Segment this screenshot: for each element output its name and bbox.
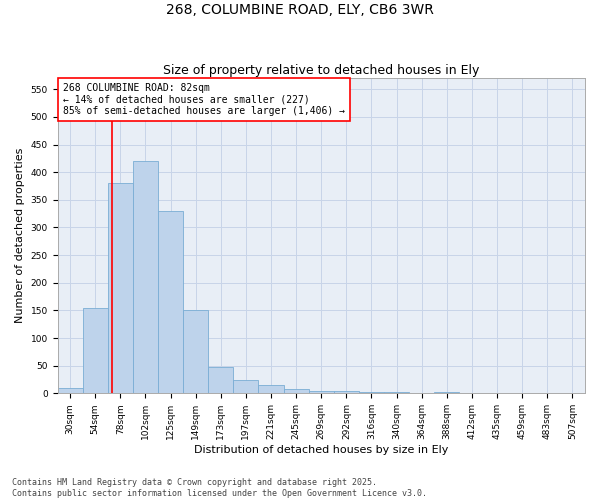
Text: 268, COLUMBINE ROAD, ELY, CB6 3WR: 268, COLUMBINE ROAD, ELY, CB6 3WR	[166, 2, 434, 16]
Bar	[560, 393, 585, 394]
Bar	[58, 388, 83, 394]
Bar	[108, 183, 133, 394]
Bar	[535, 393, 560, 394]
Bar	[133, 161, 158, 394]
Bar	[434, 392, 460, 394]
Text: Contains HM Land Registry data © Crown copyright and database right 2025.
Contai: Contains HM Land Registry data © Crown c…	[12, 478, 427, 498]
Bar	[158, 211, 183, 394]
Bar	[309, 390, 334, 394]
Bar	[83, 308, 108, 394]
Bar	[334, 391, 359, 394]
Bar	[384, 392, 409, 394]
Text: 268 COLUMBINE ROAD: 82sqm
← 14% of detached houses are smaller (227)
85% of semi: 268 COLUMBINE ROAD: 82sqm ← 14% of detac…	[63, 83, 345, 116]
Bar	[359, 392, 384, 394]
Bar	[183, 310, 208, 394]
Bar	[233, 380, 259, 394]
Bar	[284, 389, 309, 394]
Y-axis label: Number of detached properties: Number of detached properties	[15, 148, 25, 324]
Bar	[259, 385, 284, 394]
Bar	[485, 393, 509, 394]
Title: Size of property relative to detached houses in Ely: Size of property relative to detached ho…	[163, 64, 479, 77]
X-axis label: Distribution of detached houses by size in Ely: Distribution of detached houses by size …	[194, 445, 448, 455]
Bar	[208, 368, 233, 394]
